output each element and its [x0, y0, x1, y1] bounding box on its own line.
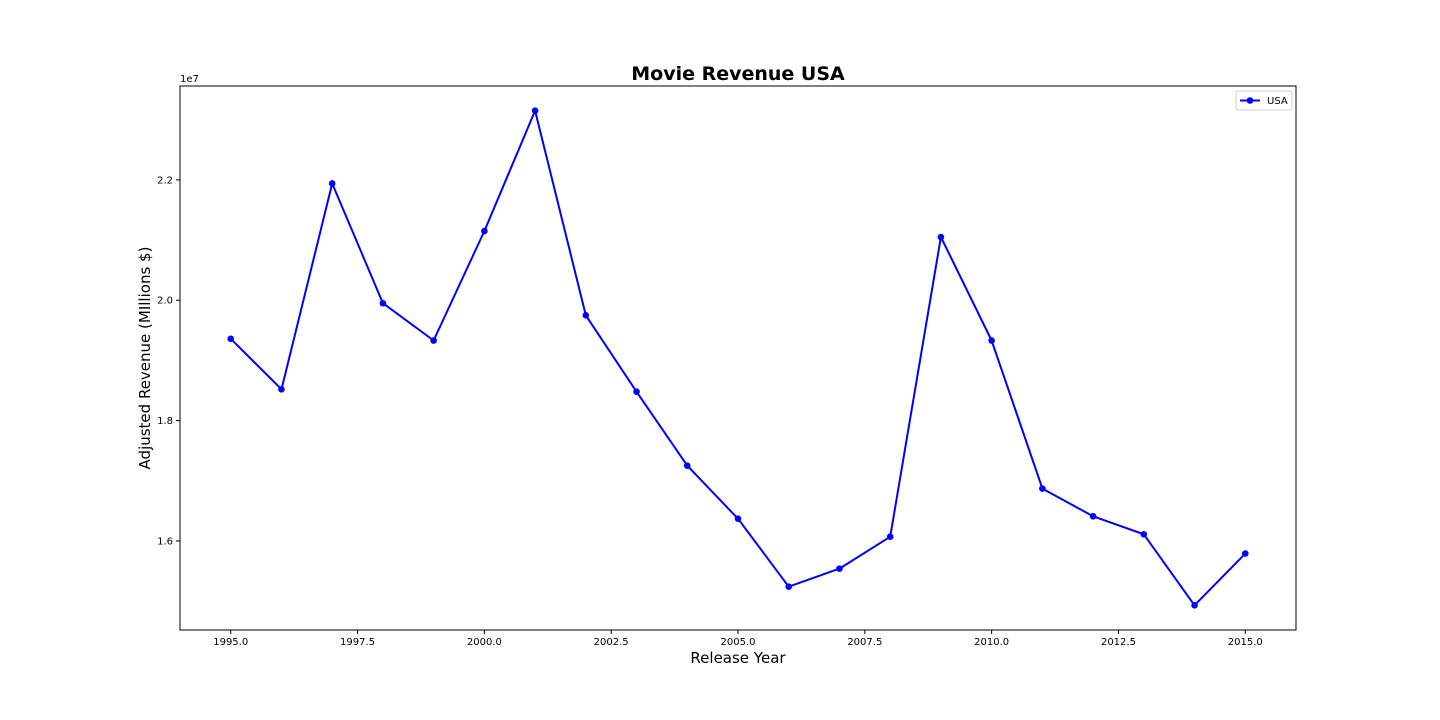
data-point [227, 335, 235, 343]
data-point [328, 180, 336, 187]
data-point [785, 583, 793, 590]
x-tick-label: 2005.0 [721, 637, 756, 648]
data-point [1241, 550, 1249, 557]
x-tick-label: 2002.5 [594, 637, 629, 648]
plot-area: 1995.0 1997.5 2000.0 2002.5 2005.0 2007.5 2010… [157, 85, 1297, 648]
x-tick-label: 1995.0 [213, 637, 248, 648]
data-point [683, 462, 691, 470]
y-tick-label: 2.2 [157, 175, 173, 186]
chart-title: Movie Revenue USA [631, 63, 845, 85]
data-point [886, 533, 894, 541]
legend-label: USA [1267, 96, 1288, 107]
data-point [1191, 602, 1198, 609]
y-tick-label: 1.8 [157, 416, 173, 427]
data-point [430, 337, 437, 344]
data-point [531, 107, 539, 114]
x-tick-label: 2012.5 [1101, 637, 1136, 648]
legend-box [1235, 90, 1293, 111]
data-point [1089, 512, 1097, 520]
x-tick-label: 2015.0 [1228, 637, 1263, 648]
x-axis-label: Release Year [690, 649, 786, 667]
data-point [582, 311, 590, 319]
y-axis-offset-text: 1e7 [180, 74, 199, 85]
data-point [481, 227, 488, 235]
data-point [633, 388, 640, 395]
data-point [379, 299, 387, 307]
data-point [1039, 485, 1046, 492]
y-tick-label: 1.6 [157, 536, 173, 547]
data-point [278, 385, 285, 393]
data-point [1140, 531, 1148, 538]
x-tick-label: 1997.5 [340, 637, 375, 648]
x-tick-label: 2010.0 [974, 637, 1009, 648]
data-point [988, 337, 995, 344]
legend-marker [1246, 97, 1254, 104]
x-tick-label: 2000.0 [467, 637, 502, 648]
y-axis-label: Adjusted Revenue (MIllions $) [136, 247, 154, 470]
data-point [836, 565, 843, 572]
data-point [937, 233, 945, 241]
y-tick-label: 2.0 [157, 296, 173, 307]
x-tick-label: 2007.5 [847, 637, 882, 648]
data-point [734, 515, 742, 522]
